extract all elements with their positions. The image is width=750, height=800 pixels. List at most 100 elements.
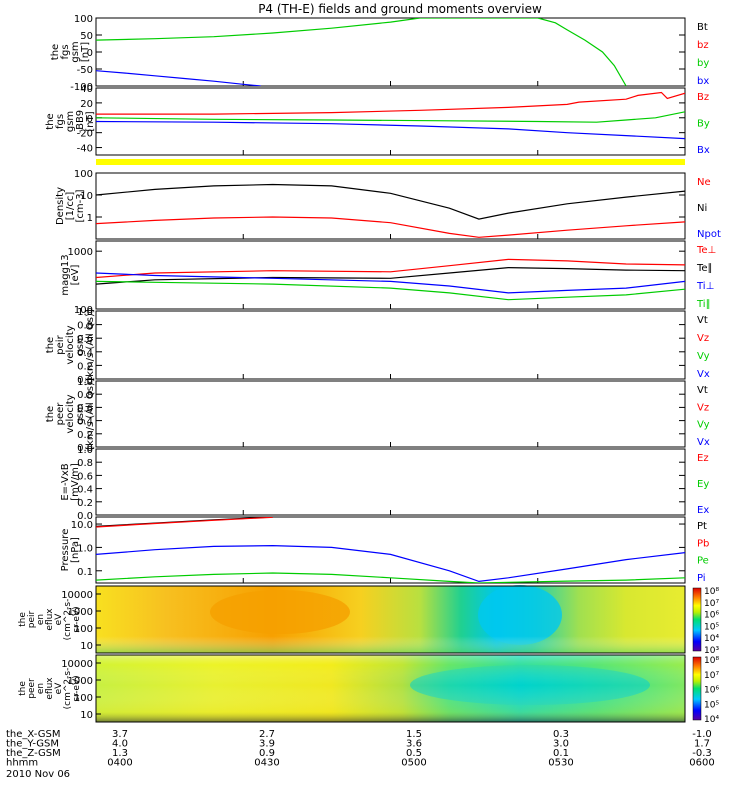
y-tick-label: 10.0: [71, 520, 93, 531]
y-axis-label: Density: [55, 187, 66, 225]
colorbar-tick-label: 10⁴: [704, 715, 719, 725]
y-tick-label: 0.4: [77, 348, 93, 359]
y-axis-label: [nPa]: [70, 537, 81, 563]
panel-6: 1.0 0.8 0.6 0.4 0.2 0.0 the peer velocity gsm [km/…: [45, 377, 710, 454]
y-axis-label: [eV]: [70, 265, 81, 286]
row-value: 0.9: [259, 748, 275, 759]
legend-label: by: [697, 58, 709, 69]
y-tick-label: -20: [77, 129, 93, 140]
legend-label: Ey: [697, 479, 709, 490]
colorbar-tick-label: 10³: [704, 646, 719, 656]
y-axis-label: eflux: [45, 608, 55, 631]
row-value: 3.9: [259, 739, 275, 750]
y-axis-label: peer: [55, 402, 66, 426]
spectrogram-axis-2: 10000 1000 100 10 the peer en eflux eV (cm^2-s-sr…: [18, 656, 719, 725]
row-value: 0430: [254, 758, 279, 769]
y-tick-label: 50: [80, 31, 93, 42]
series-line: [96, 544, 685, 583]
y-tick-label: 0.1: [77, 567, 93, 578]
series-line: [96, 517, 273, 528]
y-axis-label: [cm-3]: [75, 189, 86, 222]
row-label: hhmm: [6, 758, 38, 769]
legend-label: Npot: [697, 229, 721, 240]
y-axis-label: fgs: [55, 114, 66, 129]
y-axis-label: [nT]: [80, 42, 91, 62]
y-axis-label: peir: [27, 610, 37, 628]
panel-7: 1.0 0.8 0.6 0.4 0.2 0.0 E=-VxB [mV/m] Ez Ey Ex: [60, 445, 709, 522]
legend-label: Te∥: [696, 263, 713, 274]
panel-frame: [95, 240, 686, 310]
y-tick-label: 1.0: [77, 307, 93, 318]
legend-label: Ex: [697, 505, 709, 516]
panel-frame: [95, 17, 686, 87]
y-tick-label: -100: [70, 82, 93, 93]
row-label: the_Z-GSM: [6, 748, 61, 759]
legend-label: Ti⊥: [696, 281, 714, 292]
colorbar-tick-label: 10⁶: [704, 686, 719, 696]
y-tick-label: 0.6: [77, 471, 93, 482]
position-table: the_X-GSM 3.7 2.7 1.5 0.3 -1.0 the_Y-GSM 4.0 3.9…: [6, 729, 715, 769]
colorbar-tick-label: 10⁷: [704, 671, 719, 681]
row-value: -0.3: [692, 748, 712, 759]
row-value: 0.5: [406, 748, 422, 759]
series-line: [96, 183, 685, 220]
y-tick-label: 1.0: [77, 377, 93, 388]
panel-frame: [95, 516, 686, 584]
y-tick-label: 100: [74, 14, 93, 25]
y-tick-label: 0.4: [77, 485, 93, 496]
y-tick-label: 0.2: [77, 361, 93, 372]
y-tick-label: 10: [80, 191, 93, 202]
row-value: 0600: [689, 758, 714, 769]
y-axis-label: sr-eV): [72, 675, 82, 701]
y-tick-label: 1000: [68, 607, 93, 618]
y-axis-label: magg13: [60, 254, 71, 295]
y-axis-label: [km/s (All Qs)]: [85, 309, 96, 381]
y-tick-label: -50: [77, 65, 93, 76]
series-line: [96, 120, 685, 140]
y-axis-label: the: [18, 681, 28, 696]
y-tick-label: 0.0: [77, 375, 93, 386]
row-value: 3.6: [406, 739, 422, 750]
y-tick-label: -40: [77, 144, 93, 155]
legend-label: Ez: [697, 453, 709, 464]
panel-frame: [95, 310, 686, 380]
y-tick-label: 40: [80, 84, 93, 95]
panel-3: 100 10 1 Density [1/cc] [cm-3] Ne Ni Npot: [55, 169, 721, 240]
y-tick-label: 100: [74, 305, 93, 316]
y-axis-label: velocity: [65, 325, 76, 364]
ion-colorbar: [692, 587, 702, 652]
legend-label: bz: [697, 40, 709, 51]
y-tick-label: 0.6: [77, 403, 93, 414]
legend-label: Te⊥: [696, 245, 716, 256]
y-tick-label: 100: [74, 169, 93, 180]
legend-label: Vt: [697, 385, 708, 396]
y-tick-label: 1000: [68, 676, 93, 687]
legend-label: Vy: [697, 420, 710, 431]
series-line: [96, 266, 685, 285]
colorbar-tick-label: 10⁴: [704, 634, 719, 644]
row-value: 1.3: [112, 748, 128, 759]
row-value: -1.0: [692, 729, 712, 740]
series-line: [96, 18, 627, 86]
row-value: 0400: [107, 758, 132, 769]
legend-label: Vx: [697, 437, 710, 448]
ion-low-energy-band: [96, 586, 685, 653]
row-value: 0.3: [553, 729, 569, 740]
y-tick-label: 100: [74, 693, 93, 704]
y-axis-label: eV: [54, 613, 64, 626]
y-axis-label: fgs: [60, 44, 71, 59]
y-tick-label: 1.0: [77, 543, 93, 554]
y-axis-label: Pressure: [60, 529, 71, 572]
y-axis-label: the: [45, 337, 56, 353]
legend-label: Bz: [697, 92, 709, 103]
legend-label: bx: [697, 76, 709, 87]
y-tick-label: 10000: [61, 659, 93, 670]
series-line: [96, 258, 685, 279]
y-tick-label: 0: [87, 114, 93, 125]
y-axis-label: the: [50, 44, 61, 60]
y-axis-label: en: [36, 614, 46, 625]
row-value: 3.7: [112, 729, 128, 740]
row-value: 0530: [548, 758, 573, 769]
y-tick-label: 0: [87, 48, 93, 59]
